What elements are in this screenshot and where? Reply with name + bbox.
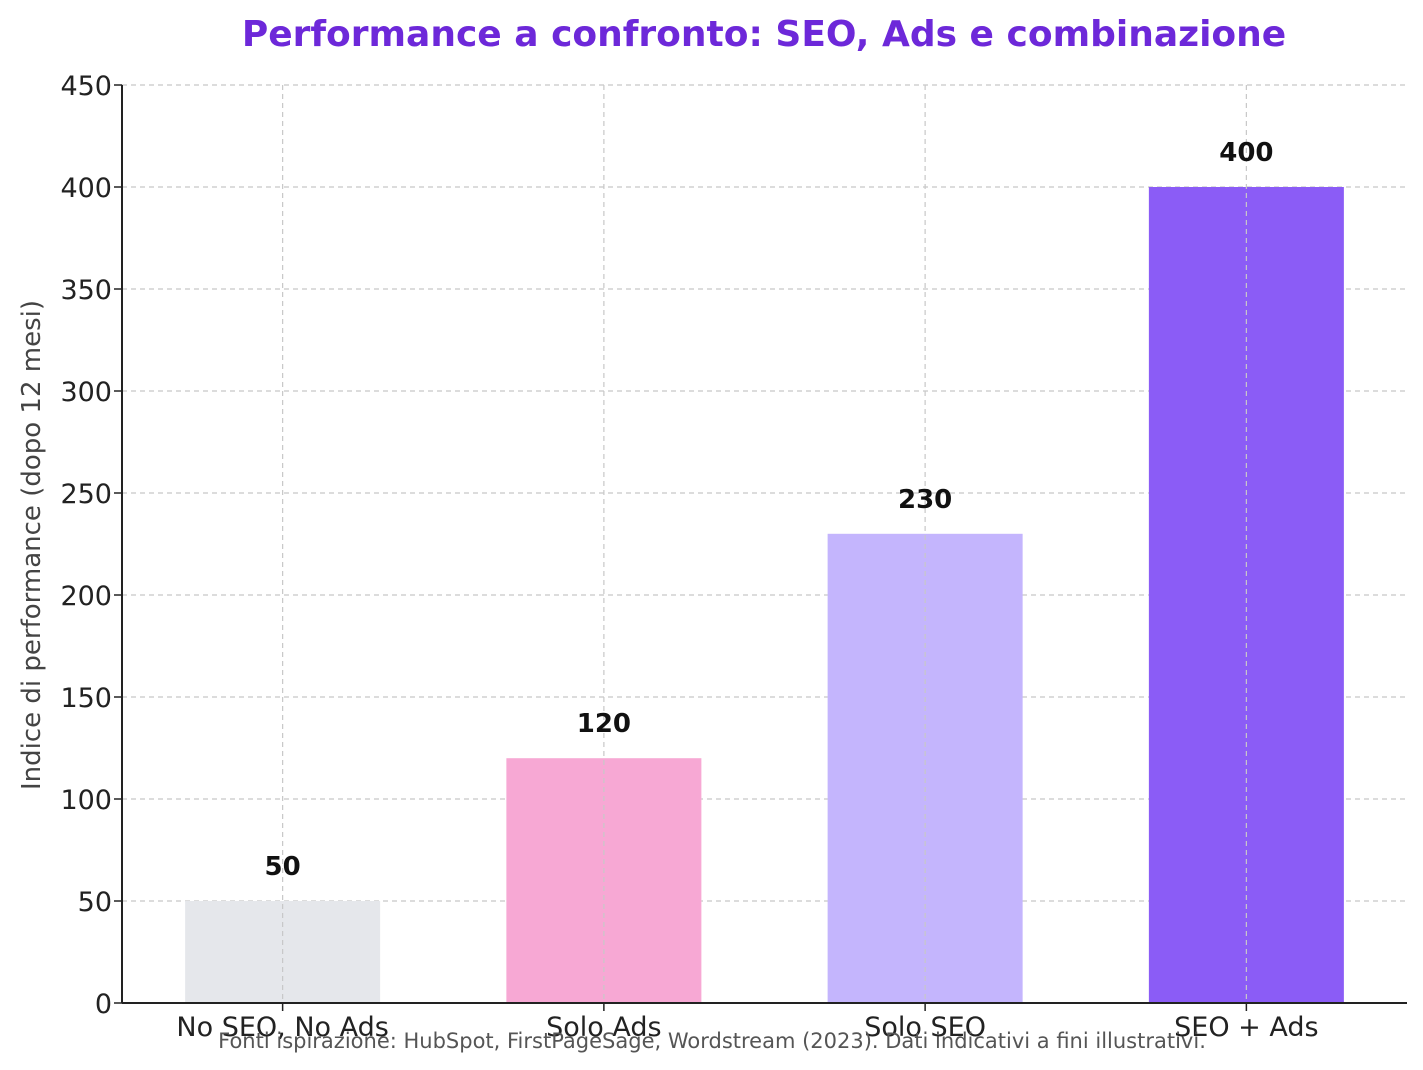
y-tick-label: 400 [60, 173, 112, 204]
y-tick-label: 0 [95, 989, 112, 1020]
y-tick-label: 100 [60, 785, 112, 816]
chart-title: Performance a confronto: SEO, Ads e comb… [242, 14, 1286, 55]
value-label: 120 [577, 709, 631, 739]
value-label: 400 [1219, 138, 1273, 168]
value-label: 230 [898, 485, 952, 515]
y-tick-label: 350 [60, 275, 112, 306]
y-tick-label: 250 [60, 479, 112, 510]
x-tick-label: Solo SEO [864, 1012, 986, 1043]
value-labels: 50 120 230 400 [265, 138, 1274, 882]
y-axis-ticks: 0 50 100 150 200 250 300 350 400 450 [60, 71, 122, 1020]
y-tick-label: 50 [78, 887, 112, 918]
value-label: 50 [265, 852, 301, 882]
y-tick-label: 150 [60, 683, 112, 714]
x-tick-label: Solo Ads [546, 1012, 661, 1043]
y-tick-label: 300 [60, 377, 112, 408]
y-axis-label: Indice di performance (dopo 12 mesi) [17, 300, 47, 790]
x-tick-label: No SEO, No Ads [176, 1012, 388, 1043]
x-axis-ticks: No SEO, No Ads Solo Ads Solo SEO SEO + Ads [176, 1003, 1319, 1043]
vertical-grid-lines [282, 85, 1247, 1003]
x-tick-label: SEO + Ads [1174, 1012, 1318, 1043]
footnote: Fonti ispirazione: HubSpot, FirstPageSag… [218, 1029, 1206, 1053]
axes [121, 85, 1407, 1004]
y-tick-label: 200 [60, 581, 112, 612]
grid-lines [122, 84, 1407, 902]
y-tick-label: 450 [60, 71, 112, 102]
